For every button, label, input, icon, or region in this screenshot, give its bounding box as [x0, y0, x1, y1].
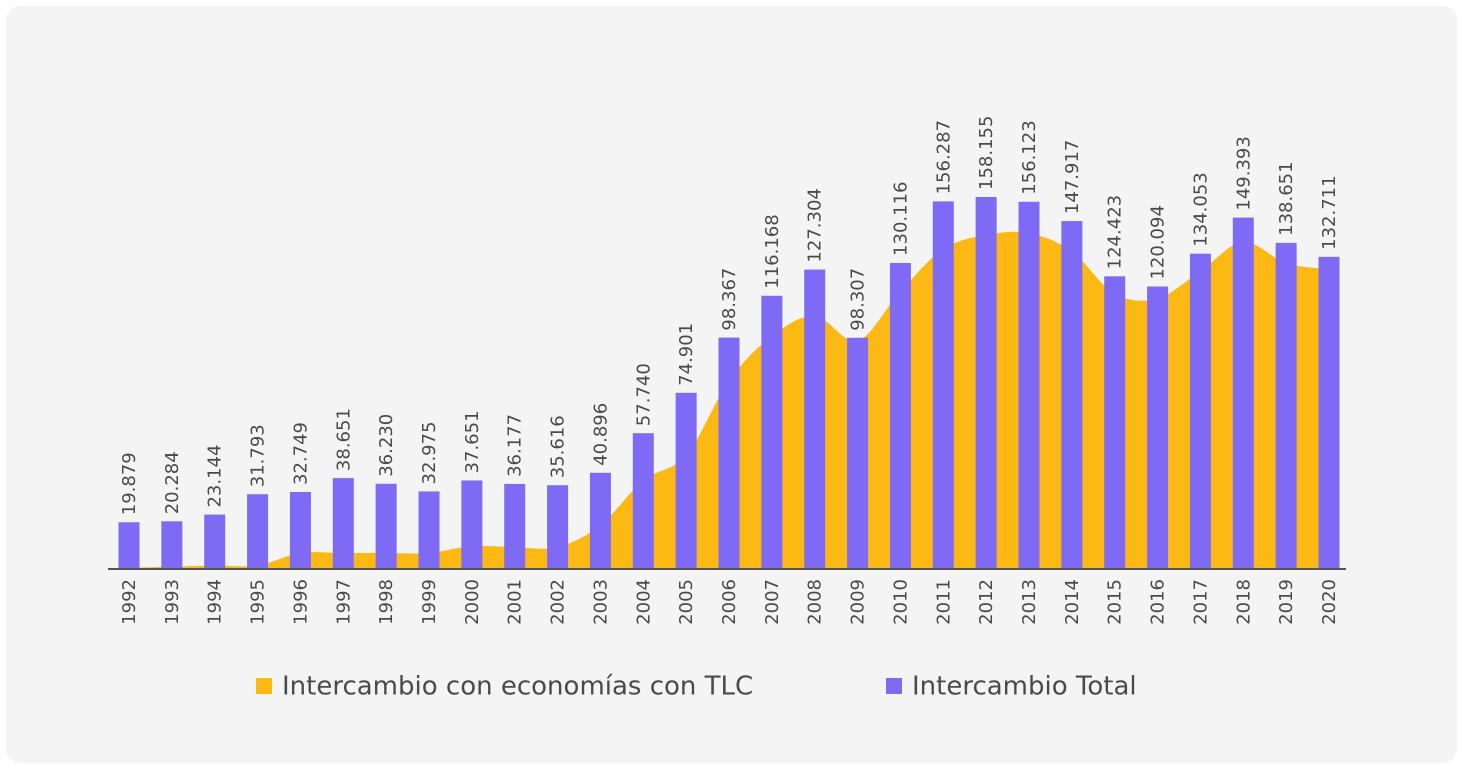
bar: [932, 201, 954, 569]
value-label: 98.367: [719, 268, 740, 331]
x-tick-label: 2010: [890, 579, 911, 625]
bar: [1189, 253, 1211, 570]
bar: [118, 522, 140, 569]
legend-item: Intercambio Total: [886, 672, 1137, 702]
x-tick-label: 2016: [1148, 579, 1169, 625]
value-label: 23.144: [205, 445, 226, 508]
value-label: 147.917: [1062, 140, 1083, 214]
x-tick-label: 2008: [805, 579, 826, 625]
x-tick-label: 2015: [1105, 579, 1126, 625]
value-label: 124.423: [1105, 195, 1126, 269]
bar: [975, 197, 997, 569]
bar: [1318, 256, 1340, 569]
value-label: 40.896: [590, 403, 611, 466]
x-tick-label: 2004: [633, 579, 654, 625]
legend-label: Intercambio Total: [912, 672, 1137, 702]
x-tick-label: 2019: [1276, 579, 1297, 625]
bar: [375, 483, 397, 569]
value-label: 138.651: [1276, 161, 1297, 235]
value-label: 158.155: [976, 116, 997, 190]
bar: [461, 480, 483, 569]
bar: [847, 337, 869, 569]
x-tick-label: 1992: [119, 579, 140, 625]
value-label: 127.304: [805, 188, 826, 262]
x-tick-label: 2005: [676, 579, 697, 625]
value-label: 20.284: [162, 451, 183, 514]
x-tick-label: 2002: [548, 579, 569, 625]
value-label: 134.053: [1190, 172, 1211, 246]
value-label: 74.901: [676, 323, 697, 386]
x-tick-label: 2020: [1319, 579, 1340, 625]
bar: [547, 485, 569, 569]
bar: [1232, 217, 1254, 569]
legend-swatch: [256, 678, 272, 694]
value-label: 38.651: [333, 408, 354, 471]
bar: [675, 392, 697, 569]
bar: [332, 478, 354, 569]
value-label: 31.793: [248, 424, 269, 487]
value-label: 116.168: [762, 214, 783, 288]
bar: [632, 433, 654, 569]
value-label: 98.307: [848, 268, 869, 331]
x-tick-label: 2013: [1019, 579, 1040, 625]
value-label: 35.616: [548, 415, 569, 478]
bar: [418, 491, 440, 569]
value-label: 57.740: [633, 363, 654, 426]
value-label: 149.393: [1233, 136, 1254, 210]
x-tick-label: 1996: [290, 579, 311, 625]
value-label: 32.975: [419, 421, 440, 484]
x-tick-label: 1993: [162, 579, 183, 625]
bar: [204, 514, 226, 569]
bar: [1275, 242, 1297, 570]
value-label: 156.287: [933, 120, 954, 194]
legend-label: Intercambio con economías con TLC: [282, 672, 753, 702]
x-tick-label: 1995: [248, 579, 269, 625]
value-label: 132.711: [1319, 175, 1340, 249]
x-tick-label: 2014: [1062, 579, 1083, 625]
bar: [804, 269, 826, 569]
legend-item: Intercambio con economías con TLC: [256, 672, 753, 702]
bar: [1147, 286, 1169, 569]
bar: [589, 472, 611, 569]
bar: [289, 491, 311, 569]
x-tick-label: 2003: [590, 579, 611, 625]
x-tick-label: 1999: [419, 579, 440, 625]
value-label: 156.123: [1019, 120, 1040, 194]
x-tick-label: 1994: [205, 579, 226, 625]
bar: [504, 483, 526, 569]
bar: [1018, 201, 1040, 569]
value-label: 130.116: [890, 182, 911, 256]
bar: [247, 494, 269, 569]
value-label: 36.177: [505, 414, 526, 477]
x-tick-label: 2009: [848, 579, 869, 625]
x-tick-label: 2018: [1233, 579, 1254, 625]
x-tick-label: 2007: [762, 579, 783, 625]
value-label: 120.094: [1148, 205, 1169, 279]
x-tick-label: 2006: [719, 579, 740, 625]
x-tick-label: 2000: [462, 579, 483, 625]
value-label: 19.879: [119, 452, 140, 515]
bar: [889, 262, 911, 569]
x-tick-label: 2017: [1190, 579, 1211, 625]
value-label: 32.749: [290, 422, 311, 485]
bar: [718, 337, 740, 569]
value-label: 36.230: [376, 414, 397, 477]
value-label: 37.651: [462, 410, 483, 473]
x-tick-label: 2012: [976, 579, 997, 625]
x-tick-label: 2011: [933, 579, 954, 625]
x-tick-label: 1997: [333, 579, 354, 625]
bar: [1061, 221, 1083, 569]
bar: [1104, 276, 1126, 569]
x-tick-label: 1998: [376, 579, 397, 625]
bar: [161, 521, 183, 569]
bar: [761, 295, 783, 569]
x-tick-label: 2001: [505, 579, 526, 625]
legend-swatch: [886, 678, 902, 694]
